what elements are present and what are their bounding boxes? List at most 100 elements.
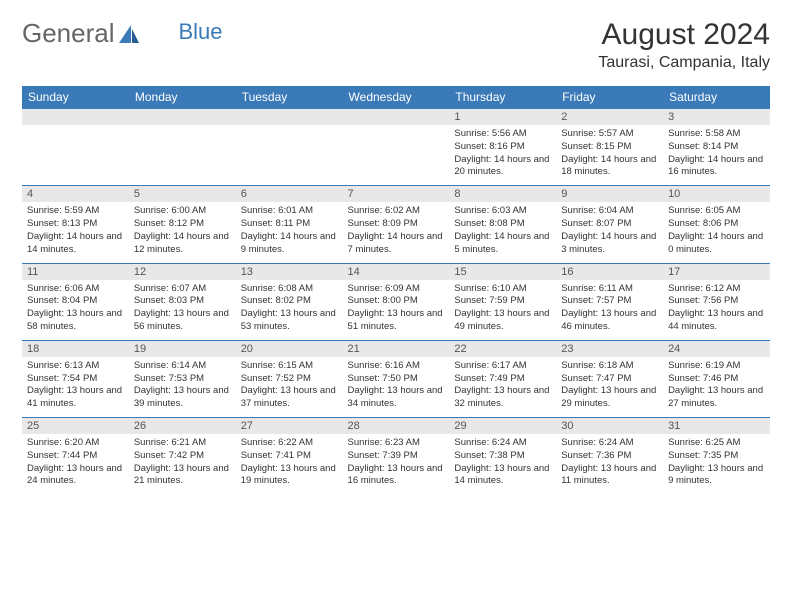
calendar-cell: 27Sunrise: 6:22 AMSunset: 7:41 PMDayligh… [236, 418, 343, 495]
sunset-text: Sunset: 8:04 PM [27, 295, 124, 308]
daylight-text: Daylight: 14 hours and 12 minutes. [134, 231, 231, 257]
day-info [236, 125, 343, 183]
calendar-cell: 23Sunrise: 6:18 AMSunset: 7:47 PMDayligh… [556, 340, 663, 417]
calendar-cell: 7Sunrise: 6:02 AMSunset: 8:09 PMDaylight… [343, 186, 450, 263]
calendar-cell [343, 109, 450, 186]
daylight-text: Daylight: 13 hours and 49 minutes. [454, 308, 551, 334]
day-info: Sunrise: 6:08 AMSunset: 8:02 PMDaylight:… [236, 280, 343, 340]
day-info: Sunrise: 6:21 AMSunset: 7:42 PMDaylight:… [129, 434, 236, 494]
day-info [129, 125, 236, 183]
title-block: August 2024 Taurasi, Campania, Italy [598, 18, 770, 72]
sunrise-text: Sunrise: 6:25 AM [668, 437, 765, 450]
daylight-text: Daylight: 13 hours and 51 minutes. [348, 308, 445, 334]
day-info: Sunrise: 6:22 AMSunset: 7:41 PMDaylight:… [236, 434, 343, 494]
day-info: Sunrise: 5:57 AMSunset: 8:15 PMDaylight:… [556, 125, 663, 185]
day-info: Sunrise: 6:01 AMSunset: 8:11 PMDaylight:… [236, 202, 343, 262]
daylight-text: Daylight: 14 hours and 5 minutes. [454, 231, 551, 257]
daylight-text: Daylight: 13 hours and 46 minutes. [561, 308, 658, 334]
calendar-cell [236, 109, 343, 186]
dayhead-mon: Monday [129, 86, 236, 109]
sunrise-text: Sunrise: 6:02 AM [348, 205, 445, 218]
sunrise-text: Sunrise: 6:04 AM [561, 205, 658, 218]
day-number: 22 [449, 341, 556, 357]
daylight-text: Daylight: 14 hours and 14 minutes. [27, 231, 124, 257]
day-number: 27 [236, 418, 343, 434]
daylight-text: Daylight: 13 hours and 58 minutes. [27, 308, 124, 334]
calendar-cell: 12Sunrise: 6:07 AMSunset: 8:03 PMDayligh… [129, 263, 236, 340]
sunset-text: Sunset: 8:02 PM [241, 295, 338, 308]
sunrise-text: Sunrise: 6:09 AM [348, 283, 445, 296]
dayhead-sat: Saturday [663, 86, 770, 109]
day-number: 2 [556, 109, 663, 125]
calendar-cell: 22Sunrise: 6:17 AMSunset: 7:49 PMDayligh… [449, 340, 556, 417]
calendar-row: 1Sunrise: 5:56 AMSunset: 8:16 PMDaylight… [22, 109, 770, 186]
day-info: Sunrise: 6:17 AMSunset: 7:49 PMDaylight:… [449, 357, 556, 417]
day-info: Sunrise: 6:15 AMSunset: 7:52 PMDaylight:… [236, 357, 343, 417]
calendar-cell: 6Sunrise: 6:01 AMSunset: 8:11 PMDaylight… [236, 186, 343, 263]
day-number: 30 [556, 418, 663, 434]
day-info: Sunrise: 5:56 AMSunset: 8:16 PMDaylight:… [449, 125, 556, 185]
day-info [343, 125, 450, 183]
sunset-text: Sunset: 7:39 PM [348, 450, 445, 463]
calendar-cell [129, 109, 236, 186]
calendar-cell: 8Sunrise: 6:03 AMSunset: 8:08 PMDaylight… [449, 186, 556, 263]
day-number: 13 [236, 264, 343, 280]
sail-icon [117, 23, 141, 45]
sunset-text: Sunset: 7:44 PM [27, 450, 124, 463]
sunrise-text: Sunrise: 6:00 AM [134, 205, 231, 218]
day-info: Sunrise: 6:23 AMSunset: 7:39 PMDaylight:… [343, 434, 450, 494]
sunset-text: Sunset: 8:07 PM [561, 218, 658, 231]
daylight-text: Daylight: 14 hours and 16 minutes. [668, 154, 765, 180]
sunrise-text: Sunrise: 6:14 AM [134, 360, 231, 373]
sunset-text: Sunset: 7:57 PM [561, 295, 658, 308]
daylight-text: Daylight: 13 hours and 11 minutes. [561, 463, 658, 489]
day-info [22, 125, 129, 183]
day-number: 23 [556, 341, 663, 357]
daylight-text: Daylight: 14 hours and 9 minutes. [241, 231, 338, 257]
day-number: 15 [449, 264, 556, 280]
sunset-text: Sunset: 7:49 PM [454, 373, 551, 386]
day-info: Sunrise: 6:04 AMSunset: 8:07 PMDaylight:… [556, 202, 663, 262]
sunrise-text: Sunrise: 6:08 AM [241, 283, 338, 296]
calendar-cell: 20Sunrise: 6:15 AMSunset: 7:52 PMDayligh… [236, 340, 343, 417]
day-number: 24 [663, 341, 770, 357]
daylight-text: Daylight: 14 hours and 18 minutes. [561, 154, 658, 180]
daylight-text: Daylight: 13 hours and 37 minutes. [241, 385, 338, 411]
sunset-text: Sunset: 7:59 PM [454, 295, 551, 308]
calendar-cell: 16Sunrise: 6:11 AMSunset: 7:57 PMDayligh… [556, 263, 663, 340]
day-number: 5 [129, 186, 236, 202]
day-number: 20 [236, 341, 343, 357]
calendar-row: 11Sunrise: 6:06 AMSunset: 8:04 PMDayligh… [22, 263, 770, 340]
sunset-text: Sunset: 8:08 PM [454, 218, 551, 231]
daylight-text: Daylight: 13 hours and 41 minutes. [27, 385, 124, 411]
calendar-cell: 31Sunrise: 6:25 AMSunset: 7:35 PMDayligh… [663, 418, 770, 495]
daylight-text: Daylight: 13 hours and 16 minutes. [348, 463, 445, 489]
daylight-text: Daylight: 13 hours and 53 minutes. [241, 308, 338, 334]
calendar-cell: 14Sunrise: 6:09 AMSunset: 8:00 PMDayligh… [343, 263, 450, 340]
calendar-cell: 13Sunrise: 6:08 AMSunset: 8:02 PMDayligh… [236, 263, 343, 340]
calendar-cell [22, 109, 129, 186]
day-info: Sunrise: 6:20 AMSunset: 7:44 PMDaylight:… [22, 434, 129, 494]
sunset-text: Sunset: 7:36 PM [561, 450, 658, 463]
day-info: Sunrise: 5:59 AMSunset: 8:13 PMDaylight:… [22, 202, 129, 262]
sunrise-text: Sunrise: 5:56 AM [454, 128, 551, 141]
sunrise-text: Sunrise: 6:06 AM [27, 283, 124, 296]
daylight-text: Daylight: 13 hours and 34 minutes. [348, 385, 445, 411]
day-info: Sunrise: 6:19 AMSunset: 7:46 PMDaylight:… [663, 357, 770, 417]
day-number: 14 [343, 264, 450, 280]
calendar-row: 25Sunrise: 6:20 AMSunset: 7:44 PMDayligh… [22, 418, 770, 495]
sunrise-text: Sunrise: 6:03 AM [454, 205, 551, 218]
daylight-text: Daylight: 13 hours and 29 minutes. [561, 385, 658, 411]
sunrise-text: Sunrise: 6:21 AM [134, 437, 231, 450]
dayhead-fri: Friday [556, 86, 663, 109]
day-number: 25 [22, 418, 129, 434]
dayhead-thu: Thursday [449, 86, 556, 109]
calendar-cell: 29Sunrise: 6:24 AMSunset: 7:38 PMDayligh… [449, 418, 556, 495]
sunrise-text: Sunrise: 6:19 AM [668, 360, 765, 373]
daylight-text: Daylight: 14 hours and 7 minutes. [348, 231, 445, 257]
sunrise-text: Sunrise: 5:57 AM [561, 128, 658, 141]
day-info: Sunrise: 6:24 AMSunset: 7:38 PMDaylight:… [449, 434, 556, 494]
calendar-cell: 15Sunrise: 6:10 AMSunset: 7:59 PMDayligh… [449, 263, 556, 340]
dayhead-sun: Sunday [22, 86, 129, 109]
day-number: 26 [129, 418, 236, 434]
